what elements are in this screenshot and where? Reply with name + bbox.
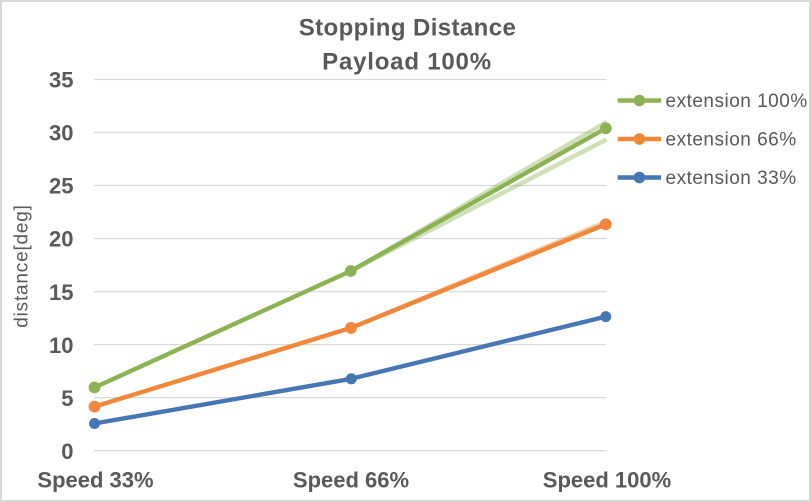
svg-text:extension 33%: extension 33% xyxy=(666,168,797,189)
svg-text:Speed 100%: Speed 100% xyxy=(543,468,671,493)
svg-text:15: 15 xyxy=(49,280,73,305)
svg-text:30: 30 xyxy=(49,121,73,146)
svg-text:Speed 66%: Speed 66% xyxy=(293,468,409,493)
svg-text:20: 20 xyxy=(49,227,73,252)
svg-text:extension 66%: extension 66% xyxy=(666,130,797,151)
svg-text:Stopping Distance: Stopping Distance xyxy=(299,15,516,42)
svg-text:5: 5 xyxy=(61,386,73,411)
svg-text:Payload 100%: Payload 100% xyxy=(322,48,492,75)
svg-text:35: 35 xyxy=(49,68,73,93)
svg-text:0: 0 xyxy=(61,439,73,464)
svg-text:distance[deg]: distance[deg] xyxy=(12,204,33,327)
svg-text:25: 25 xyxy=(49,174,73,199)
svg-text:Speed 33%: Speed 33% xyxy=(37,468,153,493)
svg-text:extension 100%: extension 100% xyxy=(666,91,808,112)
svg-text:10: 10 xyxy=(49,333,73,358)
